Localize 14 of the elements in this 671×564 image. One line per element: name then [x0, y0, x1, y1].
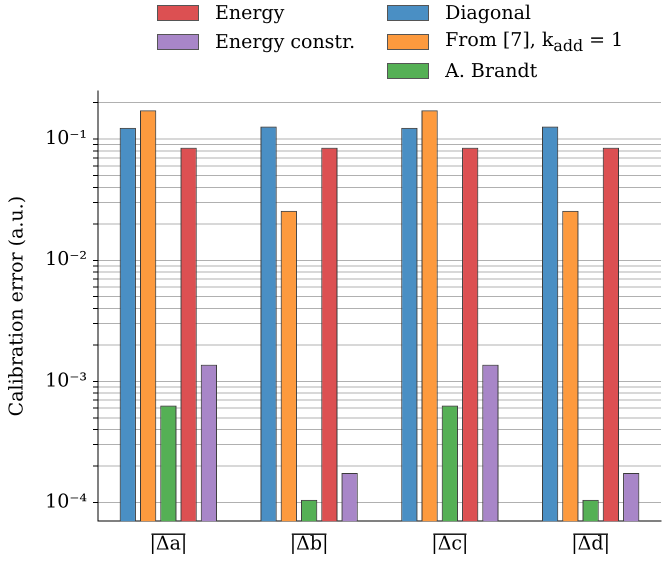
legend-label: A. Brandt [445, 60, 538, 82]
y-tick-label: 10⁻¹ [45, 127, 87, 150]
y-axis-title: Calibration error (a.u.) [5, 196, 28, 416]
x-tick-label: |Δc| [431, 532, 468, 555]
y-tick-label: 10⁻³ [45, 369, 87, 392]
y-tick-label: 10⁻⁴ [45, 490, 88, 512]
legend-label: From [7], k$_{add}$ = 1 [445, 28, 624, 54]
legend-label: Diagonal [445, 2, 531, 24]
y-tick-label: 10⁻² [45, 248, 87, 270]
x-tick-label: |Δd| [571, 532, 610, 555]
x-tick-label: |Δb| [290, 532, 328, 555]
legend-label: Energy [215, 2, 284, 24]
legend-label: Energy constr. [215, 30, 356, 52]
x-tick-label: |Δa| [149, 532, 188, 555]
